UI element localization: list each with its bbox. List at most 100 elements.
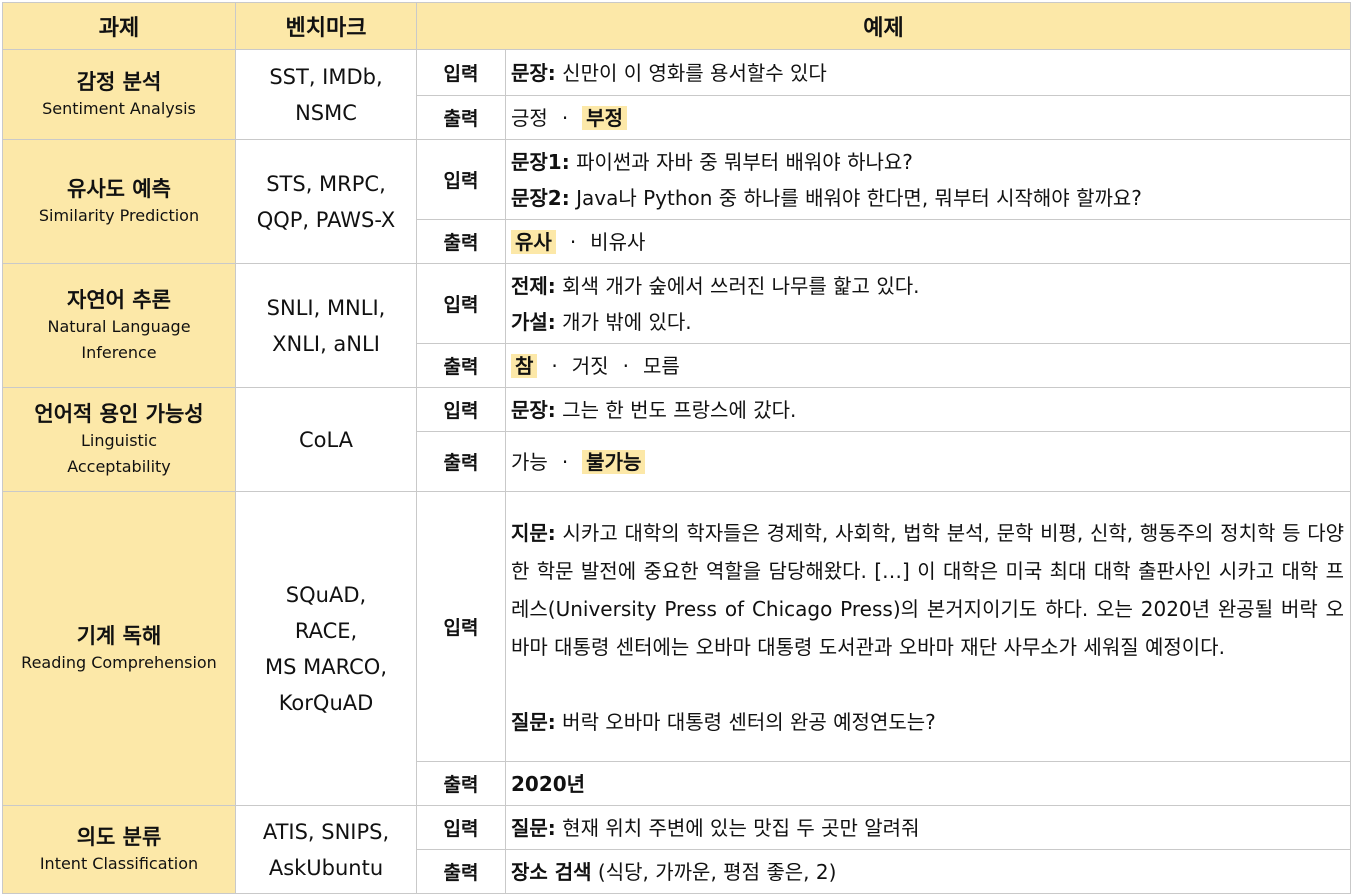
task-name-ko: 감정 분석 xyxy=(76,69,162,94)
separator-dot: · xyxy=(569,229,577,254)
example-label: 질문: xyxy=(511,709,556,734)
output-label: 출력 xyxy=(416,95,506,140)
task-name-ko: 언어적 용인 가능성 xyxy=(34,401,204,426)
example-label: 질문: xyxy=(511,815,556,840)
output-label: 출력 xyxy=(416,849,506,894)
input-cell: 전제: 회색 개가 숲에서 쓰러진 나무를 핥고 있다. 가설: 개가 밖에 있… xyxy=(504,263,1352,344)
benchmark-line: QQP, PAWS-X xyxy=(256,207,396,232)
table-row: 자연어 추론 Natural Language Inference SNLI, … xyxy=(2,263,1352,388)
example-label: 가설: xyxy=(511,309,556,334)
table-row: 기계 독해 Reading Comprehension SQuAD, RACE,… xyxy=(2,491,1352,806)
input-cell: 질문: 현재 위치 주변에 있는 맛집 두 곳만 알려줘 xyxy=(504,805,1352,850)
output-option: 거짓 xyxy=(571,353,609,378)
task-name-ko: 자연어 추론 xyxy=(67,287,171,312)
task-name-en: Reading Comprehension xyxy=(21,652,217,672)
header-benchmark: 벤치마크 xyxy=(235,2,417,50)
output-cell: 참 · 거짓 · 모름 xyxy=(504,343,1352,388)
benchmark-line: STS, MRPC, xyxy=(266,171,386,196)
input-cell: 문장: 그는 한 번도 프랑스에 갔다. xyxy=(504,387,1352,432)
input-label: 입력 xyxy=(416,263,506,344)
output-option: 비유사 xyxy=(590,229,646,254)
table-row: 출력 가능 · 불가능 xyxy=(3,431,1352,492)
separator-dot: · xyxy=(622,353,629,378)
passage-paragraph: 지문: 시카고 대학의 학자들은 경제학, 사회학, 법학 분석, 문학 비평,… xyxy=(511,514,1344,666)
output-cell: 2020년 xyxy=(504,761,1352,806)
benchmark-line: MS MARCO, xyxy=(264,654,388,679)
output-label: 출력 xyxy=(416,431,506,492)
task-cell: 감정 분석 Sentiment Analysis xyxy=(2,49,236,140)
task-name-en: Linguistic xyxy=(80,430,158,450)
task-name-ko: 의도 분류 xyxy=(76,824,162,849)
benchmark-cell: CoLA xyxy=(235,387,417,492)
separator-dot: · xyxy=(561,105,569,130)
benchmark-cell: STS, MRPC, QQP, PAWS-X xyxy=(235,139,417,264)
output-option-selected: 참 xyxy=(511,353,538,378)
input-label: 입력 xyxy=(416,387,506,432)
output-option: 긍정 xyxy=(511,105,548,130)
table-row: 유사도 예측 Similarity Prediction STS, MRPC, … xyxy=(2,139,1352,264)
example-label: 문장1: xyxy=(511,149,570,174)
input-label: 입력 xyxy=(416,491,506,762)
output-cell: 유사 · 비유사 xyxy=(504,219,1352,264)
header-task: 과제 xyxy=(2,2,236,50)
benchmark-line: RACE, xyxy=(294,618,358,643)
output-label: 출력 xyxy=(416,343,506,388)
example-label: 전제: xyxy=(511,273,556,298)
separator-dot: · xyxy=(561,449,569,474)
benchmark-cell: ATIS, SNIPS, AskUbuntu xyxy=(235,805,417,894)
table-row: 출력 유사 · 비유사 xyxy=(3,219,1352,264)
output-intent: 장소 검색 xyxy=(511,859,592,884)
separator-dot: · xyxy=(551,353,558,378)
output-option-selected: 부정 xyxy=(582,105,627,130)
output-label: 출력 xyxy=(416,219,506,264)
header-example: 예제 xyxy=(415,2,1352,50)
example-text: 파이썬과 자바 중 뭐부터 배워야 하나요? xyxy=(569,149,913,174)
example-text: Java나 Python 중 하나를 배워야 한다면, 뭐부터 시작해야 할까요… xyxy=(569,185,1142,210)
benchmark-line: SQuAD, xyxy=(285,582,367,607)
task-cell: 자연어 추론 Natural Language Inference xyxy=(2,263,236,388)
example-text: 그는 한 번도 프랑스에 갔다. xyxy=(555,397,797,422)
task-cell: 기계 독해 Reading Comprehension xyxy=(2,491,236,806)
input-cell: 문장: 신만이 이 영화를 용서할수 있다 xyxy=(504,49,1352,96)
task-name-ko: 기계 독해 xyxy=(76,623,162,648)
task-name-ko: 유사도 예측 xyxy=(67,176,171,201)
table-row: 출력 참 · 거짓 · 모름 xyxy=(3,343,1352,388)
benchmark-line: AskUbuntu xyxy=(268,855,384,880)
input-label: 입력 xyxy=(416,139,506,220)
output-option-selected: 유사 xyxy=(511,229,556,254)
example-text: 신만이 이 영화를 용서할수 있다 xyxy=(555,60,827,85)
task-name-en: Similarity Prediction xyxy=(38,205,200,225)
task-name-en: Inference xyxy=(81,342,157,362)
output-slots: (식당, 가까운, 평점 좋은, 2) xyxy=(591,859,837,884)
output-label: 출력 xyxy=(416,761,506,806)
benchmark-cell: SQuAD, RACE, MS MARCO, KorQuAD xyxy=(235,491,417,806)
benchmark-line: XNLI, aNLI xyxy=(272,331,380,356)
example-label: 지문: xyxy=(511,520,556,545)
benchmark-line: NSMC xyxy=(295,100,357,125)
input-cell: 지문: 시카고 대학의 학자들은 경제학, 사회학, 법학 분석, 문학 비평,… xyxy=(504,491,1352,762)
table-row: 의도 분류 Intent Classification ATIS, SNIPS,… xyxy=(2,805,1352,894)
input-label: 입력 xyxy=(416,805,506,850)
task-name-en: Sentiment Analysis xyxy=(42,98,196,118)
benchmark-line: SST, IMDb, xyxy=(269,64,383,89)
output-answer: 2020년 xyxy=(511,771,586,796)
table-row: 출력 장소 검색 (식당, 가까운, 평점 좋은, 2) xyxy=(3,849,1352,894)
table-row: 출력 긍정 · 부정 xyxy=(3,95,1352,140)
input-label: 입력 xyxy=(416,49,506,96)
example-text: 개가 밖에 있다. xyxy=(555,309,692,334)
benchmark-line: KorQuAD xyxy=(278,690,374,715)
benchmark-line: CoLA xyxy=(298,427,354,452)
table-row: 감정 분석 Sentiment Analysis SST, IMDb, NSMC… xyxy=(2,49,1352,140)
output-option-selected: 불가능 xyxy=(582,449,646,474)
benchmark-line: SNLI, MNLI, xyxy=(266,295,386,320)
example-text: 버락 오바마 대통령 센터의 완공 예정연도는? xyxy=(555,709,936,734)
benchmark-cell: SST, IMDb, NSMC xyxy=(235,49,417,140)
output-option: 모름 xyxy=(642,353,680,378)
example-text: 현재 위치 주변에 있는 맛집 두 곳만 알려줘 xyxy=(555,815,920,840)
table-row: 언어적 용인 가능성 Linguistic Acceptability CoLA… xyxy=(2,387,1352,492)
example-label: 문장2: xyxy=(511,185,570,210)
output-option: 가능 xyxy=(511,449,548,474)
benchmark-cell: SNLI, MNLI, XNLI, aNLI xyxy=(235,263,417,388)
task-name-en: Intent Classification xyxy=(39,853,199,873)
